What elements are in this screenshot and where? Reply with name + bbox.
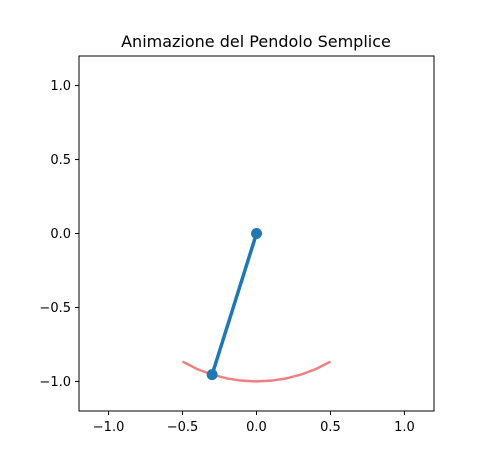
y-tick-label: −1.0 bbox=[39, 375, 71, 390]
y-tick-label: 0.5 bbox=[50, 153, 71, 168]
x-tick-label: −0.5 bbox=[167, 420, 199, 435]
pivot-point bbox=[251, 228, 262, 239]
x-tick-label: −1.0 bbox=[93, 420, 125, 435]
series-layer bbox=[181, 228, 332, 383]
y-tick-label: 0.0 bbox=[50, 227, 71, 242]
x-tick-label: 1.0 bbox=[394, 420, 415, 435]
y-tick-label: −0.5 bbox=[39, 301, 71, 316]
pendulum-rod-line bbox=[210, 232, 259, 376]
x-axis: −1.0 −0.5 0.0 0.5 1.0 bbox=[93, 411, 415, 435]
x-tick-label: 0.5 bbox=[320, 420, 341, 435]
pendulum-bob bbox=[206, 369, 218, 381]
chart-title: Animazione del Pendolo Semplice bbox=[121, 32, 391, 51]
y-tick-label: 1.0 bbox=[50, 79, 71, 94]
y-axis: −1.0 −0.5 0.0 0.5 1.0 bbox=[39, 79, 79, 390]
x-tick-label: 0.0 bbox=[246, 420, 267, 435]
